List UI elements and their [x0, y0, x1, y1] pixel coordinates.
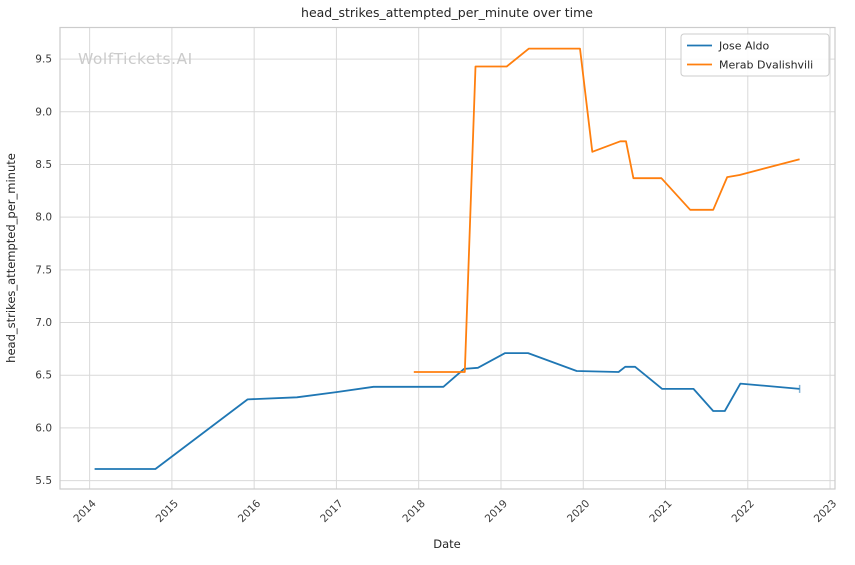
x-axis-label: Date: [433, 537, 461, 551]
y-tick-label-7.5: 7.5: [35, 264, 52, 276]
series-line-jose-aldo: [94, 352, 800, 470]
y-tick-label-6: 6.0: [35, 422, 52, 434]
x-tick-label-2022: 2022: [730, 498, 757, 525]
legend-label-jose-aldo: Jose Aldo: [718, 40, 770, 53]
y-axis-label: head_strikes_attempted_per_minute: [4, 153, 18, 363]
chart-title: head_strikes_attempted_per_minute over t…: [301, 5, 593, 20]
y-tick-label-8.5: 8.5: [35, 159, 52, 171]
x-tick-label-2018: 2018: [400, 498, 427, 525]
tick-layer: 5.5 6.0 6.5 7.0 7.5 8.0 8.5 9.0 9.5 2014 2015 2016 2…: [35, 54, 839, 525]
x-tick-label-2021: 2021: [647, 498, 674, 525]
series-layer: [94, 47, 801, 470]
y-tick-label-9.5: 9.5: [35, 54, 52, 66]
x-tick-label-2014: 2014: [71, 497, 99, 525]
y-tick-label-7: 7.0: [35, 317, 52, 329]
grid-layer: [60, 27, 835, 489]
y-tick-label-5.5: 5.5: [35, 475, 52, 487]
x-tick-label-2015: 2015: [154, 498, 181, 525]
x-tick-label-2016: 2016: [236, 497, 264, 525]
watermark: WolfTickets.AI: [78, 50, 193, 68]
y-tick-label-6.5: 6.5: [35, 370, 52, 382]
legend-box: [680, 33, 830, 77]
x-tick-label-2023: 2023: [812, 498, 839, 525]
y-tick-label-9: 9.0: [35, 106, 52, 118]
legend-label-merab-dvalishvili: Merab Dvalishvili: [719, 59, 813, 72]
legend[interactable]: Jose Aldo Merab Dvalishvili: [680, 33, 830, 77]
x-tick-label-2019: 2019: [483, 498, 510, 525]
y-tick-label-8: 8.0: [35, 212, 52, 224]
x-tick-label-2020: 2020: [565, 498, 592, 525]
x-tick-label-2017: 2017: [318, 498, 345, 525]
series-line-merab-dvalishvili: [413, 47, 800, 373]
plot-border: [59, 26, 836, 490]
